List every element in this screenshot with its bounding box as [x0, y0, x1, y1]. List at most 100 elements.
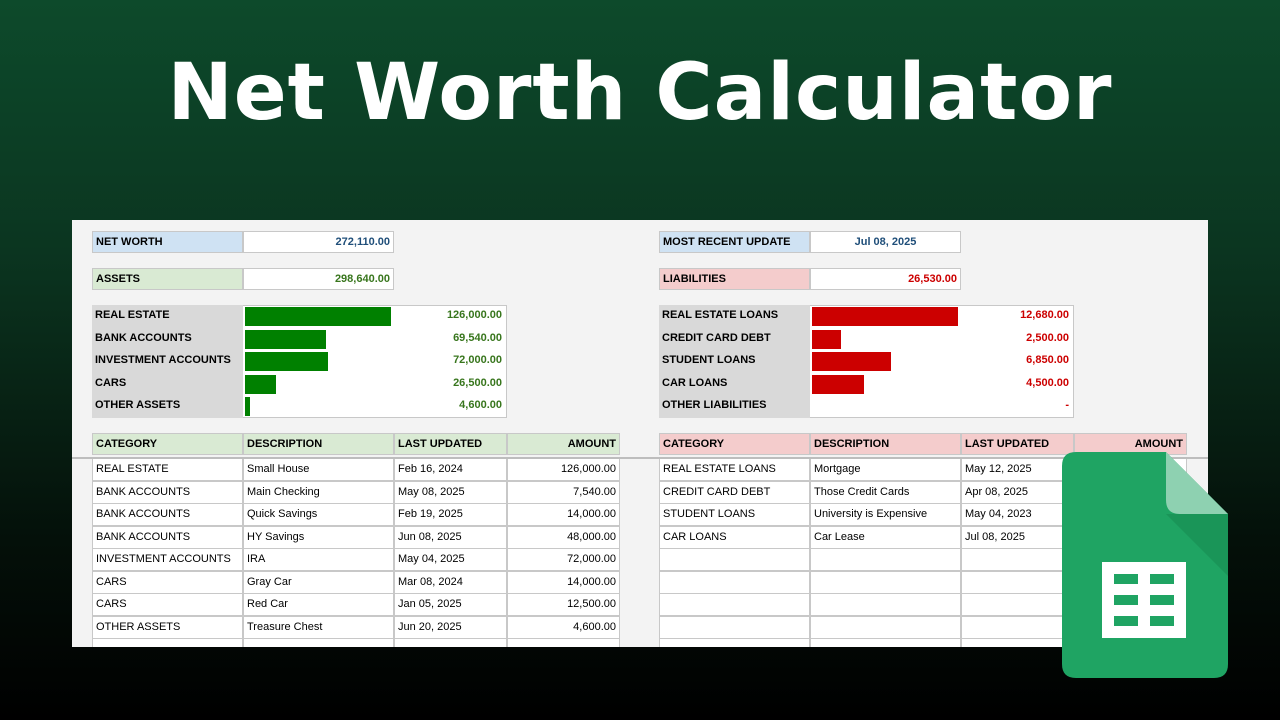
bar — [245, 397, 251, 416]
summary-label: REAL ESTATE LOANS — [659, 305, 810, 328]
table-cell: IRA — [243, 548, 394, 571]
table-cell: REAL ESTATE LOANS — [659, 458, 810, 481]
summary-value: 69,540.00 — [453, 331, 502, 344]
table-cell: May 12, 2025 — [961, 458, 1074, 481]
empty-cell — [394, 638, 507, 647]
table-cell: OTHER ASSETS — [92, 615, 243, 639]
empty-cell — [961, 615, 1074, 639]
table-cell: CREDIT CARD DEBT — [659, 480, 810, 504]
summary-label: CAR LOANS — [659, 372, 810, 396]
summary-value: - — [1065, 399, 1069, 411]
summary-value: 26,500.00 — [453, 376, 502, 389]
table-cell: Jul 08, 2025 — [961, 525, 1074, 549]
spreadsheet: NET WORTH 272,110.00 ASSETS 298,640.00 REAL … — [72, 220, 1208, 647]
empty-cell — [243, 638, 394, 647]
summary-label: OTHER ASSETS — [92, 395, 243, 418]
table-cell: Feb 19, 2025 — [394, 503, 507, 526]
table-cell: Jun 20, 2025 — [394, 615, 507, 639]
summary-label: REAL ESTATE — [92, 305, 243, 328]
empty-cell — [659, 548, 810, 571]
summary-value: 126,000.00 — [446, 309, 502, 321]
label-cell: NET WORTH — [92, 231, 243, 253]
table-cell: 14,000.00 — [507, 503, 620, 526]
empty-cell — [659, 593, 810, 616]
table-cell: Gray Car — [243, 570, 394, 594]
table-cell: 126,000.00 — [507, 458, 620, 481]
table-cell: 12,500.00 — [507, 593, 620, 616]
bar — [812, 374, 864, 394]
table-cell: 14,000.00 — [507, 570, 620, 594]
table-cell: 48,000.00 — [507, 525, 620, 549]
table-cell: BANK ACCOUNTS — [92, 525, 243, 549]
label-cell: ASSETS — [92, 268, 243, 290]
table-cell: BANK ACCOUNTS — [92, 503, 243, 526]
empty-cell — [810, 615, 961, 639]
bar — [812, 352, 891, 371]
table-cell: Small House — [243, 458, 394, 481]
empty-cell — [961, 570, 1074, 594]
empty-cell — [659, 638, 810, 647]
table-header: CATEGORY — [92, 433, 243, 455]
summary-label: STUDENT LOANS — [659, 350, 810, 373]
table-cell: Mortgage — [810, 458, 961, 481]
sheets-icon — [1062, 452, 1228, 678]
summary-value: 4,500.00 — [1026, 376, 1069, 389]
table-cell: Mar 08, 2024 — [394, 570, 507, 594]
empty-cell — [659, 570, 810, 594]
table-header: CATEGORY — [659, 433, 810, 455]
table-cell: CARS — [92, 570, 243, 594]
summary-label: OTHER LIABILITIES — [659, 395, 810, 418]
summary-value: 6,850.00 — [1026, 354, 1069, 366]
table-cell: 72,000.00 — [507, 548, 620, 571]
bar — [245, 329, 326, 349]
value-cell: Jul 08, 2025 — [810, 231, 961, 253]
table-cell: 7,540.00 — [507, 480, 620, 504]
summary-value: 4,600.00 — [459, 399, 502, 411]
table-cell: Apr 08, 2025 — [961, 480, 1074, 504]
empty-cell — [961, 593, 1074, 616]
table-cell: STUDENT LOANS — [659, 503, 810, 526]
table-cell: CAR LOANS — [659, 525, 810, 549]
table-cell: May 04, 2023 — [961, 503, 1074, 526]
table-header: LAST UPDATED — [961, 433, 1074, 455]
table-cell: INVESTMENT ACCOUNTS — [92, 548, 243, 571]
bar — [812, 307, 958, 326]
table-cell: REAL ESTATE — [92, 458, 243, 481]
table-cell: Those Credit Cards — [810, 480, 961, 504]
table-cell: Main Checking — [243, 480, 394, 504]
table-cell: May 08, 2025 — [394, 480, 507, 504]
table-header: AMOUNT — [507, 433, 620, 455]
empty-cell — [810, 638, 961, 647]
table-cell: Car Lease — [810, 525, 961, 549]
empty-cell — [961, 548, 1074, 571]
summary-label: INVESTMENT ACCOUNTS — [92, 350, 243, 373]
summary-value: 2,500.00 — [1026, 331, 1069, 344]
table-header: DESCRIPTION — [243, 433, 394, 455]
summary-label: CARS — [92, 372, 243, 396]
empty-cell — [507, 638, 620, 647]
bar — [245, 307, 391, 326]
table-header: DESCRIPTION — [810, 433, 961, 455]
empty-cell — [810, 570, 961, 594]
table-cell: Red Car — [243, 593, 394, 616]
summary-value: 12,680.00 — [1020, 309, 1069, 321]
empty-cell — [659, 615, 810, 639]
table-cell: Jun 08, 2025 — [394, 525, 507, 549]
table-cell: HY Savings — [243, 525, 394, 549]
value-cell: 298,640.00 — [243, 268, 394, 290]
bar — [812, 329, 841, 349]
empty-cell — [92, 638, 243, 647]
freeze-divider — [72, 457, 1208, 459]
table-cell: CARS — [92, 593, 243, 616]
value-cell: 272,110.00 — [243, 231, 394, 253]
table-cell: University is Expensive — [810, 503, 961, 526]
table-cell: Jan 05, 2025 — [394, 593, 507, 616]
title: Net Worth Calculator — [167, 48, 1113, 138]
table-header: LAST UPDATED — [394, 433, 507, 455]
bar — [245, 374, 276, 394]
table-cell: Quick Savings — [243, 503, 394, 526]
table-cell: May 04, 2025 — [394, 548, 507, 571]
summary-label: CREDIT CARD DEBT — [659, 327, 810, 351]
summary-label: BANK ACCOUNTS — [92, 327, 243, 351]
